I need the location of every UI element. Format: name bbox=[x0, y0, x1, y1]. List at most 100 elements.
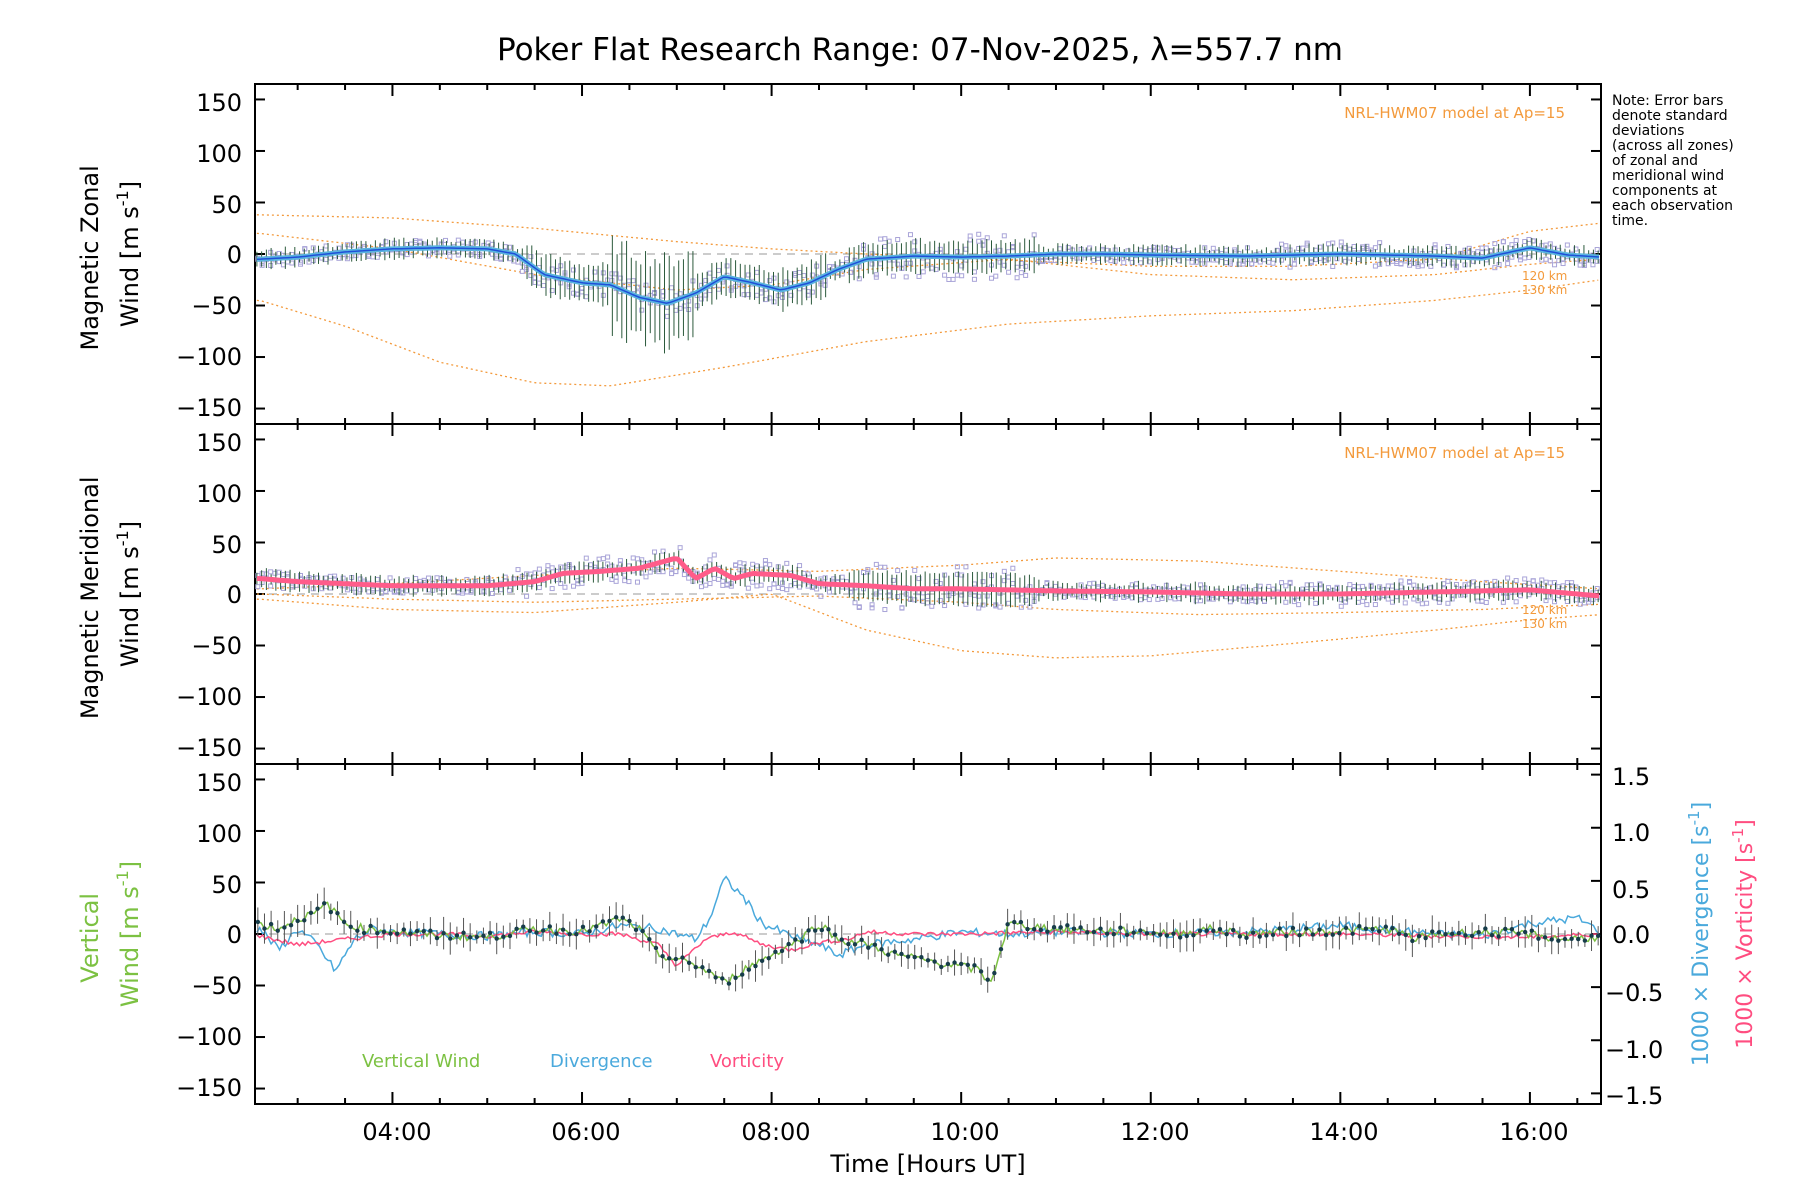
y-tick-label: 0 bbox=[227, 241, 242, 269]
meridional-marks bbox=[255, 424, 1601, 764]
zone-point bbox=[677, 545, 683, 551]
zone-point bbox=[895, 593, 901, 599]
zone-point bbox=[869, 251, 875, 257]
vertical-wind-point bbox=[288, 923, 294, 928]
vertical-wind-point bbox=[1463, 933, 1468, 938]
y-tick-label: −50 bbox=[191, 972, 242, 1000]
vertical-wind-point bbox=[899, 951, 904, 957]
zone-point bbox=[1509, 254, 1515, 260]
vertical-wind-point bbox=[952, 960, 957, 965]
zone-point bbox=[1432, 245, 1438, 251]
vertical-wind-point bbox=[958, 961, 964, 967]
vertical-wind-point bbox=[368, 923, 373, 929]
zone-point bbox=[895, 237, 901, 243]
zone-point bbox=[895, 568, 901, 574]
zone-point bbox=[434, 575, 440, 581]
zone-point bbox=[489, 241, 495, 247]
zone-point bbox=[1351, 244, 1357, 250]
zone-point bbox=[1513, 599, 1519, 605]
zone-point bbox=[1232, 247, 1238, 253]
vertical-wind-point bbox=[965, 962, 971, 968]
vertical-wind-point bbox=[1244, 935, 1249, 941]
note-line: each observation bbox=[1612, 198, 1733, 214]
zone-point bbox=[553, 267, 559, 273]
zone-point bbox=[1398, 578, 1404, 584]
vertical-wind-point bbox=[680, 955, 685, 960]
vertical-wind-point bbox=[1012, 919, 1017, 925]
model-mid-line bbox=[256, 232, 1599, 291]
vertical-wind-point bbox=[448, 936, 453, 941]
zone-point bbox=[1129, 595, 1135, 601]
vertical-wind-point bbox=[1197, 928, 1203, 934]
x-axis: 04:00 06:00 08:00 10:00 12:00 14:00 16:0… bbox=[362, 1118, 1568, 1178]
vertical-wind-point bbox=[454, 933, 460, 938]
y2-tick-label: −1.0 bbox=[1605, 1036, 1663, 1064]
zone-point bbox=[626, 579, 632, 585]
zone-point bbox=[754, 563, 760, 569]
zone-point bbox=[933, 266, 939, 272]
zone-point bbox=[549, 565, 555, 571]
zone-point bbox=[703, 292, 709, 298]
zone-point bbox=[1249, 261, 1255, 267]
vertical-wind-point bbox=[1317, 927, 1322, 932]
zone-point bbox=[1560, 261, 1566, 267]
zone-point bbox=[1424, 600, 1430, 606]
zone-point bbox=[754, 269, 760, 275]
zone-point bbox=[890, 273, 896, 279]
vertical-wind-point bbox=[746, 967, 752, 972]
vertical-wind-point bbox=[1111, 932, 1116, 937]
vertical-panel: Vertical Wind [m s-1] 150 100 50 0 −50 −… bbox=[76, 763, 1758, 1110]
vertical-wind-point bbox=[348, 924, 353, 930]
vertical-wind-point bbox=[985, 977, 990, 982]
vertical-wind-point bbox=[706, 968, 712, 974]
divergence-axis-close: ] bbox=[1689, 802, 1714, 811]
zone-point bbox=[1129, 259, 1135, 265]
zone-point bbox=[788, 292, 794, 298]
note-line: denote standard bbox=[1612, 108, 1728, 124]
vertical-wind-point bbox=[441, 930, 446, 936]
vertical-wind-point bbox=[255, 919, 261, 925]
meridional-ylabel-line2: Wind [m s-1] bbox=[113, 521, 144, 667]
zone-point bbox=[873, 561, 879, 567]
vertical-wind-point bbox=[932, 959, 937, 964]
vertical-wind-point bbox=[1350, 931, 1355, 936]
zone-point bbox=[1296, 602, 1302, 608]
zone-point bbox=[536, 585, 542, 591]
zone-point bbox=[634, 556, 640, 562]
y2-tick-label: −1.5 bbox=[1605, 1082, 1663, 1110]
zone-point bbox=[980, 579, 986, 585]
vertical-wind-point bbox=[859, 937, 864, 943]
zone-point bbox=[980, 602, 986, 608]
vertical-wind-point bbox=[414, 928, 420, 934]
zone-point bbox=[686, 575, 692, 581]
y-tick-label: −100 bbox=[176, 1023, 242, 1051]
zone-point bbox=[937, 581, 943, 587]
zone-point bbox=[1308, 258, 1314, 264]
zone-point bbox=[745, 585, 751, 591]
zone-point bbox=[882, 607, 888, 613]
zone-point bbox=[839, 574, 845, 580]
vertical-ylabel-line1: Vertical bbox=[76, 893, 104, 983]
zone-point bbox=[327, 573, 333, 579]
zone-point bbox=[1270, 260, 1276, 266]
vertical-wind-point bbox=[1038, 927, 1043, 933]
zonal-marks bbox=[255, 84, 1601, 424]
zone-point bbox=[903, 274, 909, 280]
zone-point bbox=[315, 575, 321, 581]
zone-point bbox=[1001, 233, 1007, 239]
zone-point bbox=[464, 576, 470, 582]
vertical-wind-point bbox=[786, 941, 791, 947]
zone-point bbox=[643, 574, 649, 580]
vertical-wind-point bbox=[998, 946, 1004, 952]
vertical-wind-point bbox=[1078, 925, 1083, 930]
zone-point bbox=[907, 232, 913, 238]
vertical-wind-point bbox=[401, 927, 407, 932]
vertical-wind-point bbox=[1449, 931, 1455, 937]
zone-point bbox=[498, 587, 504, 593]
vertical-wind-point bbox=[1277, 926, 1282, 931]
vertical-wind-point bbox=[262, 926, 267, 931]
zone-point bbox=[959, 572, 965, 578]
zone-point bbox=[600, 556, 606, 562]
vertical-wind-point bbox=[388, 931, 393, 936]
